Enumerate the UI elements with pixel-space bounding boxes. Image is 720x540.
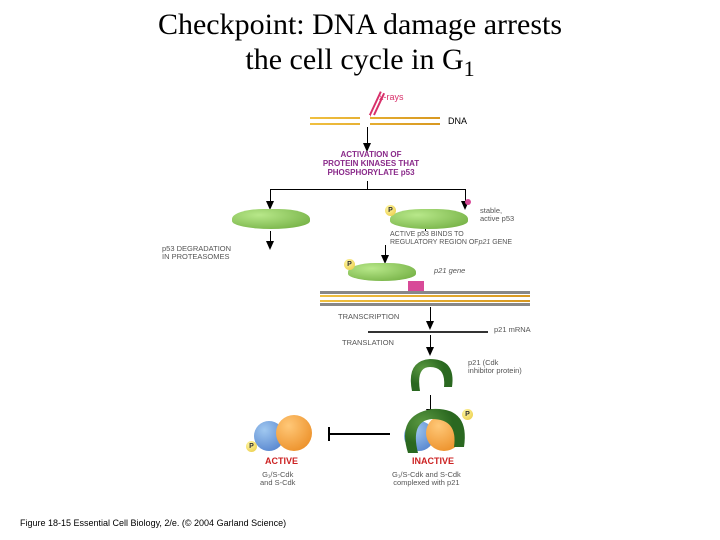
phos-2: P — [344, 259, 355, 270]
degradation-text: p53 DEGRADATION IN PROTEASOMES — [162, 245, 231, 262]
p21-protein-label: p21 (Cdk inhibitor protein) — [468, 359, 522, 376]
binds-l2i: p21 — [479, 239, 491, 246]
activation-l3: PHOSPHORYLATE p53 — [327, 168, 414, 177]
arrow-1-line — [367, 127, 368, 143]
stable-label: stable, active p53 — [480, 207, 514, 224]
gene-arrow-stub — [425, 229, 426, 231]
transcription-label: TRANSCRIPTION — [338, 313, 399, 321]
xrays-label: x-rays — [379, 93, 404, 103]
active-cdk — [276, 415, 312, 451]
split-horiz — [270, 189, 465, 190]
tbar-line — [330, 433, 390, 435]
diagram-area: x-rays DNA ACTIVATION OF PROTEIN KINASES… — [190, 95, 570, 505]
mrna-label: p21 mRNA — [494, 326, 531, 334]
deg-arrow-head — [266, 241, 274, 250]
deg-arrow-line — [270, 231, 271, 241]
dna-damage-gap — [360, 115, 370, 127]
gene-dna-2 — [320, 300, 530, 302]
tbar-cap — [328, 427, 330, 441]
binds-l1: ACTIVE p53 BINDS TO — [390, 231, 464, 238]
trans-arrow-line — [430, 307, 431, 321]
gene-line-1 — [320, 291, 530, 294]
activation-l1: ACTIVATION OF — [340, 150, 401, 159]
gene-dna-1 — [320, 295, 530, 297]
mrna-line — [368, 331, 488, 333]
deg-l2: IN PROTEASOMES — [162, 252, 230, 261]
p53-on-gene — [348, 263, 416, 281]
binds-l2b: GENE — [490, 239, 512, 246]
binds-l2a: REGULATORY REGION OF — [390, 239, 479, 246]
inactive-d2: complexed with p21 — [393, 478, 459, 487]
split-stem — [367, 181, 368, 189]
title-line2a: the cell cycle in G — [245, 43, 463, 76]
split-l-line — [270, 189, 271, 201]
p21-prot-l2: inhibitor protein) — [468, 366, 522, 375]
phos-inactive: P — [462, 409, 473, 420]
transl-arrow-line — [430, 335, 431, 347]
gene-line-2 — [320, 303, 530, 306]
title-line1: Checkpoint: DNA damage arrests — [158, 8, 562, 41]
dna-label: DNA — [448, 117, 467, 127]
active-desc: G₁/S-Cdk and S-Cdk — [260, 471, 295, 488]
dna-strand-bottom — [310, 123, 440, 125]
binds-text: ACTIVE p53 BINDS TO REGULATORY REGION OF… — [390, 231, 512, 246]
phos-1: P — [385, 205, 396, 216]
translation-label: TRANSLATION — [342, 339, 394, 347]
inactive-label: INACTIVE — [412, 457, 454, 467]
active-label: ACTIVE — [265, 457, 298, 467]
reg-region — [408, 281, 424, 291]
active-d2: and S-Cdk — [260, 478, 295, 487]
trans-arrow-head — [426, 321, 434, 330]
figure-caption: Figure 18-15 Essential Cell Biology, 2/e… — [20, 518, 286, 528]
p21-protein — [402, 353, 462, 397]
activation-text: ACTIVATION OF PROTEIN KINASES THAT PHOSP… — [306, 151, 436, 177]
p21-gene-label: p21 gene — [434, 267, 465, 275]
p53-dot — [465, 199, 471, 205]
title-sub: 1 — [464, 56, 475, 81]
p53-stable — [390, 209, 468, 229]
inactive-desc: G₁/S-Cdk and S-Cdk complexed with p21 — [392, 471, 461, 488]
phos-active: P — [246, 441, 257, 452]
activation-l2: PROTEIN KINASES THAT — [323, 159, 419, 168]
dna-strand-top — [310, 117, 440, 119]
p53-unstable — [232, 209, 310, 229]
page-title: Checkpoint: DNA damage arrests the cell … — [0, 0, 720, 81]
gene-arrow-line — [385, 245, 386, 255]
